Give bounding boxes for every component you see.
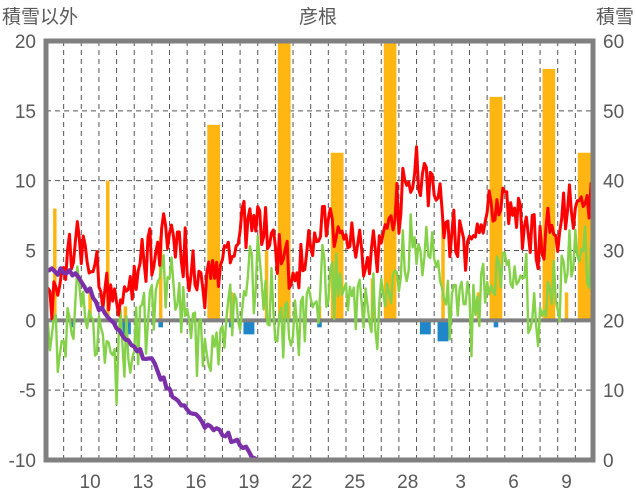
y2-axis-tick-label: 40 xyxy=(603,172,624,193)
x-axis-tick-label: 22 xyxy=(291,472,312,493)
gridlines xyxy=(46,41,593,460)
y2-axis-tick-label: 10 xyxy=(603,381,624,402)
y-axis-tick-label: 5 xyxy=(25,242,36,263)
x-axis-tick-label: 3 xyxy=(455,472,466,493)
x-axis-tick-label: 6 xyxy=(508,472,519,493)
min-temperature-series xyxy=(44,213,595,406)
y-axis-tick-label: 20 xyxy=(15,32,36,53)
y2-axis-tick-label: 60 xyxy=(603,32,624,53)
x-axis-tick-label: 13 xyxy=(132,472,153,493)
left-axis-title: 積雪以外 xyxy=(2,7,79,28)
x-axis-tick-label: 9 xyxy=(561,472,572,493)
y2-axis-tick-label: 20 xyxy=(603,311,624,332)
x-axis-tick-label: 28 xyxy=(397,472,418,493)
x-axis-tick-label: 25 xyxy=(344,472,365,493)
y2-axis-tick-label: 30 xyxy=(603,242,624,263)
right-axis-title: 積雪 xyxy=(595,7,634,28)
y-axis-tick-label: 15 xyxy=(15,102,36,123)
page-title: 彦根 xyxy=(298,7,337,28)
y2-axis-tick-label: 0 xyxy=(603,451,614,472)
x-axis-tick-label: 10 xyxy=(80,472,101,493)
x-axis-tick-label: 16 xyxy=(185,472,206,493)
x-axis-tick-label: 19 xyxy=(238,472,259,493)
y-axis-tick-label: 0 xyxy=(25,311,36,332)
y-axis-tick-label: -5 xyxy=(19,381,36,402)
y2-axis-tick-label: 50 xyxy=(603,102,624,123)
y-axis-tick-label: -10 xyxy=(9,451,36,472)
max-temperature-series xyxy=(44,145,595,321)
y-axis-tick-label: 10 xyxy=(15,172,36,193)
plot-frame xyxy=(43,38,596,463)
